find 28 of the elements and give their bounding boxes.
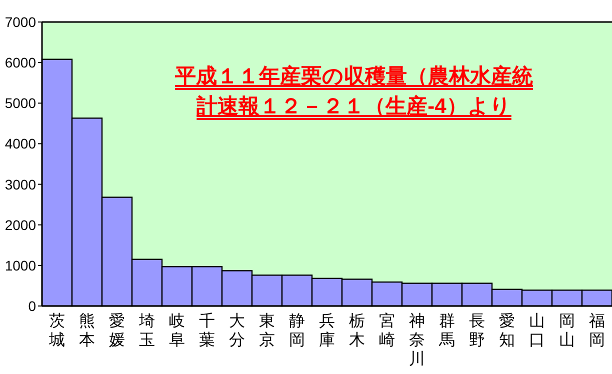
x-tick-label: 福岡 — [588, 312, 606, 350]
y-tick-label: 1000 — [4, 257, 36, 274]
x-tick-label: 岐阜 — [168, 312, 186, 350]
x-tick-label: 東京 — [258, 312, 276, 350]
x-tick-label: 群馬 — [438, 312, 456, 350]
text: 平成１１年産栗の収穫量（農林水産統計速報１２－２１（生産-4）より — [174, 64, 534, 120]
y-tick-label: 3000 — [4, 176, 36, 192]
y-tick-label: 6000 — [4, 54, 36, 71]
y-tick-label: 0 — [28, 298, 36, 314]
x-tick-label: 兵庫 — [318, 312, 336, 350]
x-tick-label: 神奈川 — [408, 312, 426, 369]
x-tick-label: 熊本 — [78, 312, 96, 350]
x-tick-label: 愛媛 — [108, 312, 126, 350]
x-tick-label: 大分 — [228, 312, 246, 350]
y-tick-label: 2000 — [4, 216, 36, 233]
x-tick-label: 長野 — [468, 312, 486, 350]
x-tick-label: 静岡 — [288, 312, 306, 350]
x-tick-label: 愛知 — [498, 312, 516, 350]
x-tick-label: 茨城 — [48, 312, 66, 350]
y-tick-label: 7000 — [4, 14, 36, 30]
y-tick-label: 4000 — [4, 136, 36, 152]
x-tick-label: 岡山 — [558, 312, 576, 350]
x-tick-label: 千葉 — [198, 312, 216, 350]
y-tick-label: 5000 — [4, 95, 36, 112]
x-tick-label: 山口 — [528, 312, 546, 350]
x-tick-label: 栃木 — [348, 312, 366, 350]
x-tick-label: 宮崎 — [378, 312, 396, 350]
x-tick-label: 埼玉 — [138, 312, 156, 350]
